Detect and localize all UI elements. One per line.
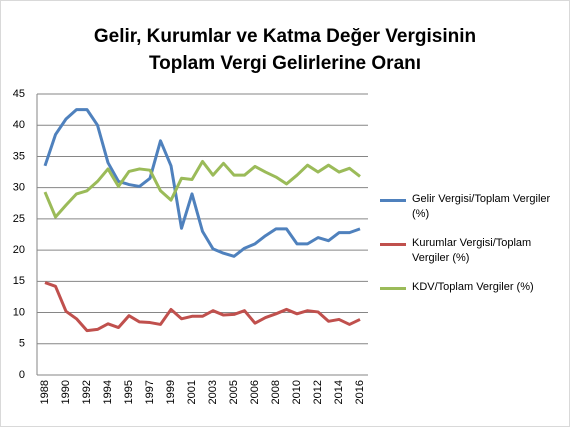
y-tick-label: 45 xyxy=(13,88,25,100)
y-tick-label: 0 xyxy=(19,369,25,381)
x-tick-label: 2006 xyxy=(249,380,261,404)
x-tick-label: 1999 xyxy=(165,380,177,404)
x-tick-label: 2014 xyxy=(333,380,345,404)
y-tick-label: 5 xyxy=(19,338,25,350)
series-line xyxy=(44,281,361,333)
legend-swatch xyxy=(380,287,406,290)
legend-label: KDV/Toplam Vergiler (%) xyxy=(412,281,534,293)
series-line xyxy=(43,159,361,219)
y-tick-label: 10 xyxy=(13,306,25,318)
x-tick-label: 2001 xyxy=(186,380,198,404)
legend: Gelir Vergisi/Toplam Vergiler (%) Kurumla… xyxy=(380,192,565,309)
y-tick-label: 15 xyxy=(13,275,25,287)
x-tick-label: 2010 xyxy=(291,380,303,404)
legend-item: Kurumlar Vergisi/Toplam Vergiler (%) xyxy=(380,236,565,266)
legend-item: Gelir Vergisi/Toplam Vergiler (%) xyxy=(380,192,565,222)
y-tick-label: 30 xyxy=(13,182,25,194)
legend-item: KDV/Toplam Vergiler (%) xyxy=(380,280,565,295)
x-tick-label: 2016 xyxy=(354,380,366,404)
legend-label: Gelir Vergisi/Toplam Vergiler (%) xyxy=(412,193,551,220)
x-tick-label: 1995 xyxy=(123,380,135,404)
x-tick-label: 2012 xyxy=(312,380,324,404)
legend-swatch xyxy=(380,199,406,202)
series-line xyxy=(43,108,361,258)
x-tick-label: 1994 xyxy=(102,380,114,404)
chart-title: Toplam Vergi Gelirlerine Oranı xyxy=(149,53,421,74)
y-tick-label: 35 xyxy=(13,150,25,162)
x-tick-label: 1997 xyxy=(144,380,156,404)
x-tick-label: 1988 xyxy=(39,380,51,404)
y-tick-label: 40 xyxy=(13,119,25,131)
y-tick-label: 20 xyxy=(13,244,25,256)
x-tick-label: 2008 xyxy=(270,380,282,404)
x-tick-label: 1992 xyxy=(81,380,93,404)
chart-title: Gelir, Kurumlar ve Katma Değer Vergisini… xyxy=(94,26,476,47)
legend-swatch xyxy=(380,243,406,246)
legend-label: Kurumlar Vergisi/Toplam Vergiler (%) xyxy=(412,237,532,264)
x-tick-label: 1990 xyxy=(60,380,72,404)
x-tick-label: 2003 xyxy=(207,380,219,404)
x-tick-label: 2005 xyxy=(228,380,240,404)
y-tick-label: 25 xyxy=(13,213,25,225)
